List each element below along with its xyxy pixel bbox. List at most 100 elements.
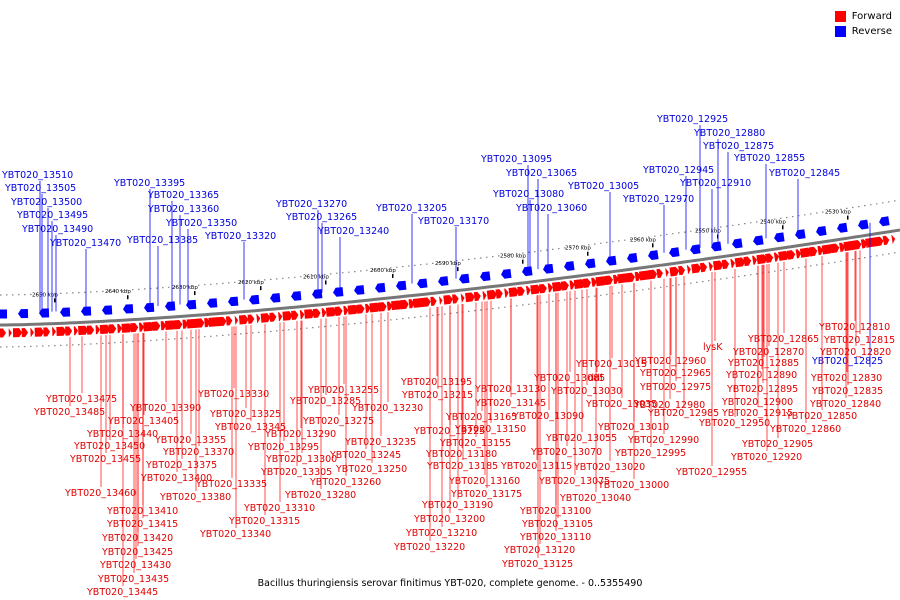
forward-gene-arrow <box>21 328 29 338</box>
reverse-gene-label: YBT020_12875 <box>702 141 774 152</box>
forward-gene-label: YBT020_13300 <box>265 454 337 465</box>
forward-gene-label: YBT020_12920 <box>730 452 802 463</box>
forward-gene-label: YBT020_13340 <box>199 529 271 540</box>
scale-tick-label: 2590 kbp <box>435 261 461 267</box>
forward-gene-arrow <box>138 322 145 332</box>
reverse-gene-arrow <box>669 247 680 258</box>
forward-gene-arrow <box>304 309 315 319</box>
forward-gene-arrow <box>734 257 746 268</box>
forward-gene-arrow <box>778 250 790 261</box>
forward-gene-arrow <box>182 319 189 329</box>
reverse-gene-arrow <box>102 305 113 315</box>
reverse-gene-arrow <box>354 285 365 295</box>
scale-tick-label: 2640 kbp <box>105 289 131 295</box>
reverse-gene-label: YBT020_13365 <box>147 190 219 201</box>
forward-gene-label: YBT020_12975 <box>639 382 711 393</box>
forward-gene-arrow <box>721 259 730 270</box>
forward-gene-arrow <box>173 320 183 330</box>
ruler-dots-outer <box>0 199 900 296</box>
scale-tick-label: 2600 kbp <box>370 268 396 274</box>
forward-gene-label: YBT020_13420 <box>101 533 173 544</box>
reverse-gene-label: YBT020_13360 <box>147 204 219 215</box>
forward-gene-arrow <box>386 301 393 311</box>
forward-gene-label: YBT020_13435 <box>97 574 169 585</box>
forward-gene-label: YBT020_12895 <box>726 384 798 395</box>
forward-gene-label: YBT020_13115 <box>500 461 572 472</box>
forward-gene-label: ddl <box>588 373 603 384</box>
reverse-gene-arrow <box>312 289 323 299</box>
reverse-gene-arrow <box>186 299 197 310</box>
forward-gene-arrow <box>86 325 95 335</box>
forward-gene-label: YBT020_13315 <box>228 516 300 527</box>
reverse-gene-arrow <box>564 261 575 271</box>
forward-gene-label: YBT020_13010 <box>597 422 669 433</box>
forward-gene-label: YBT020_13305 <box>260 467 332 478</box>
forward-gene-label: YBT020_13220 <box>393 542 465 553</box>
forward-gene-arrow <box>891 234 896 244</box>
legend-forward: Forward <box>834 9 892 24</box>
forward-gene-arrow <box>43 327 51 337</box>
forward-gene-label: YBT020_12835 <box>811 386 883 397</box>
reverse-gene-label: YBT020_13270 <box>275 199 347 210</box>
scale-tick-label: 2560 kbp <box>630 237 656 243</box>
forward-gene-arrow <box>495 289 503 299</box>
forward-gene-label: YBT020_13180 <box>425 449 497 460</box>
forward-gene-arrow <box>247 314 255 324</box>
reverse-gene-label: YBT020_13065 <box>505 168 577 179</box>
forward-gene-arrow <box>65 326 73 336</box>
reverse-gene-label: YBT020_13005 <box>567 181 639 192</box>
forward-gene-label: YBT020_13090 <box>512 411 584 422</box>
reverse-gene-arrow <box>81 306 92 316</box>
forward-gene-label: YBT020_13085 <box>533 373 605 384</box>
forward-gene-arrow <box>743 256 752 267</box>
forward-gene-arrow <box>730 258 735 268</box>
forward-gene-label: YBT020_12850 <box>785 411 857 422</box>
reverse-gene-label: YBT020_13320 <box>204 231 276 242</box>
forward-gene-arrow <box>234 315 239 325</box>
forward-gene-arrow <box>130 322 139 333</box>
forward-gene-label: YBT020_13325 <box>209 409 281 420</box>
reverse-gene-arrow <box>165 301 176 311</box>
reverse-gene-arrow <box>228 296 239 307</box>
reverse-gene-label: YBT020_13060 <box>515 203 587 214</box>
forward-gene-arrow <box>473 291 481 302</box>
forward-gene-label: YBT020_13100 <box>519 506 591 517</box>
forward-gene-arrow <box>12 328 23 338</box>
reverse-gene-label: YBT020_13350 <box>165 218 237 229</box>
forward-gene-label: YBT020_12980 <box>633 400 705 411</box>
reverse-gene-arrow <box>39 308 50 318</box>
forward-gene-arrow <box>786 250 796 260</box>
forward-gene-label: YBT020_13415 <box>106 519 178 530</box>
forward-gene-arrow <box>508 287 519 298</box>
forward-gene-arrow <box>560 281 569 291</box>
forward-gene-arrow <box>52 327 56 337</box>
forward-gene-arrow <box>238 314 249 325</box>
forward-gene-label: YBT020_13225 <box>413 426 485 437</box>
scale-tick-mark <box>847 215 849 220</box>
forward-gene-label: YBT020_13290 <box>264 429 336 440</box>
forward-gene-label: YBT020_13200 <box>413 514 485 525</box>
forward-gene-label: YBT020_12905 <box>741 439 813 450</box>
reverse-gene-arrow <box>837 222 848 233</box>
forward-gene-arrow <box>460 293 465 303</box>
reverse-gene-label: YBT020_13495 <box>16 210 88 221</box>
forward-gene-label: YBT020_12865 <box>747 334 819 345</box>
forward-gene-arrow <box>817 245 824 256</box>
reverse-gene-arrow <box>774 232 785 243</box>
reverse-gene-arrow <box>249 294 260 305</box>
scale-tick-label: 2540 kbp <box>760 219 786 225</box>
scale-tick-mark <box>392 273 394 278</box>
forward-gene-arrow <box>852 240 862 250</box>
reverse-gene-arrow <box>270 293 281 303</box>
forward-gene-label: YBT020_13110 <box>519 532 591 543</box>
forward-gene-label: YBT020_13440 <box>86 429 158 440</box>
reverse-swatch <box>834 26 846 37</box>
forward-gene-arrow <box>591 277 597 287</box>
forward-gene-arrow <box>278 312 283 322</box>
reverse-gene-label: YBT020_13510 <box>1 170 73 181</box>
forward-gene-label: YBT020_12950 <box>698 418 770 429</box>
forward-gene-arrow <box>325 307 337 317</box>
forward-gene-arrow <box>678 265 686 276</box>
forward-gene-label: YBT020_13375 <box>145 460 217 471</box>
